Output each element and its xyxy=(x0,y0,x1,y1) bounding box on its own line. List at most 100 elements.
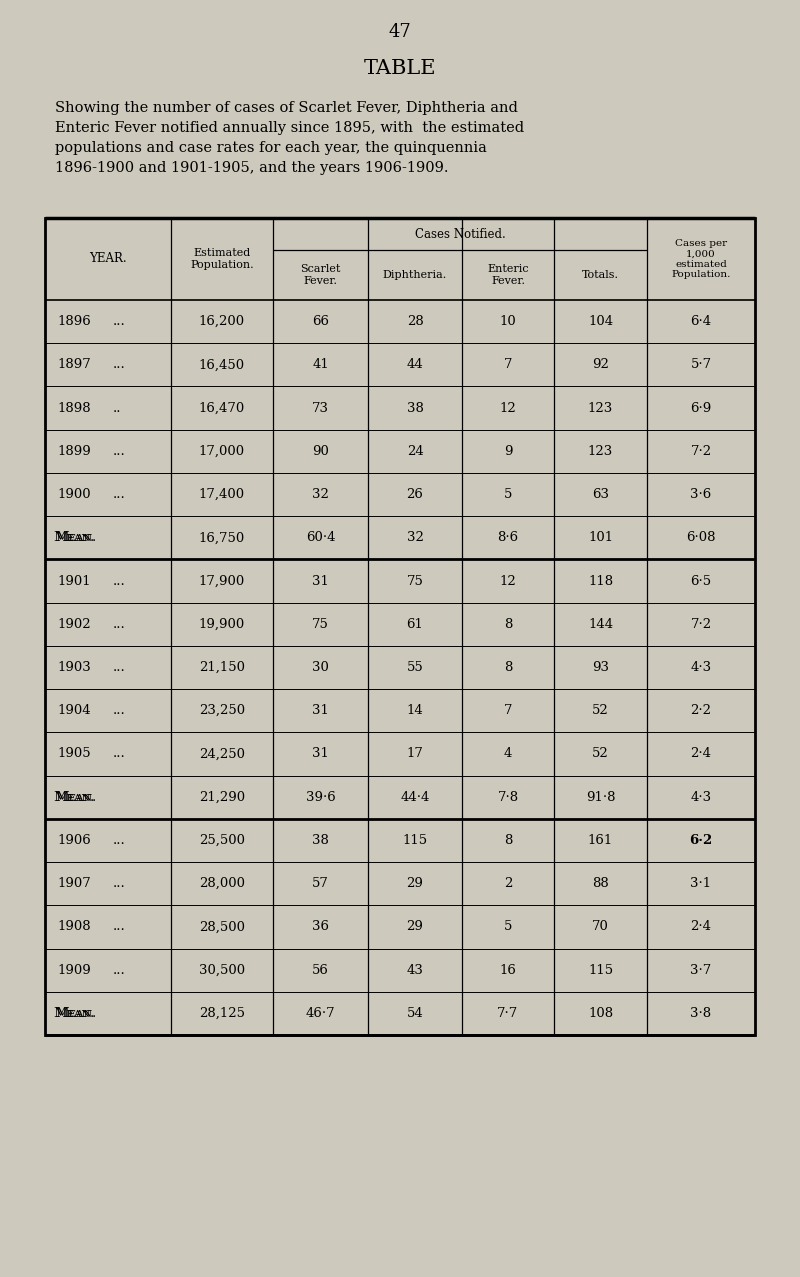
Text: 2·2: 2·2 xyxy=(690,704,711,718)
Text: ...: ... xyxy=(113,877,126,890)
Text: 1898: 1898 xyxy=(57,401,90,415)
Text: 88: 88 xyxy=(592,877,609,890)
Text: 4·3: 4·3 xyxy=(690,790,711,803)
Text: 7·2: 7·2 xyxy=(690,618,711,631)
Text: Totals.: Totals. xyxy=(582,269,619,280)
Text: 31: 31 xyxy=(312,747,329,761)
Text: Estimated
Population.: Estimated Population. xyxy=(190,248,254,269)
Text: ..: .. xyxy=(113,401,122,415)
Text: 17,000: 17,000 xyxy=(199,444,245,458)
Text: 16: 16 xyxy=(499,964,517,977)
Text: 24,250: 24,250 xyxy=(199,747,245,761)
Text: 161: 161 xyxy=(588,834,613,847)
Text: 123: 123 xyxy=(588,444,613,458)
Text: ...: ... xyxy=(113,315,126,328)
Text: 32: 32 xyxy=(406,531,423,544)
Text: 16,200: 16,200 xyxy=(199,315,245,328)
Text: 21,290: 21,290 xyxy=(199,790,245,803)
Text: Cases per
1,000
estimated
Population.: Cases per 1,000 estimated Population. xyxy=(671,239,730,280)
Text: Mᴇᴀɴ.: Mᴇᴀɴ. xyxy=(53,1006,94,1020)
Text: 7: 7 xyxy=(504,704,512,718)
Text: 41: 41 xyxy=(312,359,329,372)
Text: 60·4: 60·4 xyxy=(306,531,335,544)
Text: 8: 8 xyxy=(504,834,512,847)
Text: 44·4: 44·4 xyxy=(400,790,430,803)
Text: 1900: 1900 xyxy=(57,488,90,501)
Text: ...: ... xyxy=(113,618,126,631)
Text: 46·7: 46·7 xyxy=(306,1006,335,1020)
Text: 3·1: 3·1 xyxy=(690,877,711,890)
Text: 5: 5 xyxy=(504,488,512,501)
Text: 12: 12 xyxy=(500,401,516,415)
Text: 1896-1900 and 1901-1905, and the years 1906-1909.: 1896-1900 and 1901-1905, and the years 1… xyxy=(55,161,449,175)
Text: 1904: 1904 xyxy=(57,704,90,718)
Text: 3·8: 3·8 xyxy=(690,1006,711,1020)
Text: 28: 28 xyxy=(406,315,423,328)
Text: 17,400: 17,400 xyxy=(199,488,245,501)
Text: 24: 24 xyxy=(406,444,423,458)
Text: 61: 61 xyxy=(406,618,423,631)
Text: 3·7: 3·7 xyxy=(690,964,712,977)
Text: ...: ... xyxy=(113,444,126,458)
Text: 4: 4 xyxy=(504,747,512,761)
Text: 1897: 1897 xyxy=(57,359,90,372)
Text: 7·7: 7·7 xyxy=(498,1006,518,1020)
Text: 12: 12 xyxy=(500,575,516,587)
Text: 4·3: 4·3 xyxy=(690,661,711,674)
Text: 44: 44 xyxy=(406,359,423,372)
Text: 28,000: 28,000 xyxy=(199,877,245,890)
Text: Scarlet
Fever.: Scarlet Fever. xyxy=(300,264,341,286)
Text: 55: 55 xyxy=(406,661,423,674)
Text: 2·4: 2·4 xyxy=(690,747,711,761)
Text: 30: 30 xyxy=(312,661,329,674)
Text: 17,900: 17,900 xyxy=(199,575,245,587)
Text: 47: 47 xyxy=(389,23,411,41)
Text: 70: 70 xyxy=(592,921,609,933)
Text: 9: 9 xyxy=(504,444,512,458)
Text: 63: 63 xyxy=(592,488,609,501)
Text: 6·4: 6·4 xyxy=(690,315,711,328)
Text: Mᴇᴀɴ.: Mᴇᴀɴ. xyxy=(53,531,94,544)
Text: 52: 52 xyxy=(592,704,609,718)
Text: 29: 29 xyxy=(406,877,423,890)
Text: 31: 31 xyxy=(312,704,329,718)
Text: 91·8: 91·8 xyxy=(586,790,615,803)
Text: 1907: 1907 xyxy=(57,877,90,890)
Text: 6·5: 6·5 xyxy=(690,575,711,587)
Text: ...: ... xyxy=(113,964,126,977)
Text: 73: 73 xyxy=(312,401,329,415)
Text: YEAR.: YEAR. xyxy=(89,253,127,266)
Text: ...: ... xyxy=(113,704,126,718)
Text: 7: 7 xyxy=(504,359,512,372)
Text: 3·6: 3·6 xyxy=(690,488,712,501)
Text: 93: 93 xyxy=(592,661,609,674)
Text: ...: ... xyxy=(113,488,126,501)
Text: populations and case rates for each year, the quinquennia: populations and case rates for each year… xyxy=(55,140,487,155)
Text: 16,470: 16,470 xyxy=(199,401,245,415)
Text: 1903: 1903 xyxy=(57,661,90,674)
Text: 1901: 1901 xyxy=(57,575,90,587)
Text: 2·4: 2·4 xyxy=(690,921,711,933)
Text: 8: 8 xyxy=(504,661,512,674)
Text: 115: 115 xyxy=(588,964,613,977)
Text: 39·6: 39·6 xyxy=(306,790,335,803)
Text: 1902: 1902 xyxy=(57,618,90,631)
Text: 115: 115 xyxy=(402,834,427,847)
Text: 29: 29 xyxy=(406,921,423,933)
Text: Enteric
Fever.: Enteric Fever. xyxy=(487,264,529,286)
Text: 36: 36 xyxy=(312,921,329,933)
Text: 6·08: 6·08 xyxy=(686,531,716,544)
Text: 28,125: 28,125 xyxy=(199,1006,245,1020)
Text: 6·9: 6·9 xyxy=(690,401,712,415)
Text: 7·8: 7·8 xyxy=(498,790,518,803)
Text: 28,500: 28,500 xyxy=(199,921,245,933)
Text: 21,150: 21,150 xyxy=(199,661,245,674)
Text: Mᴇᴀɴ.: Mᴇᴀɴ. xyxy=(53,790,94,803)
Text: 1906: 1906 xyxy=(57,834,90,847)
Text: 19,900: 19,900 xyxy=(199,618,245,631)
Text: Mᴇᴀɴ.: Mᴇᴀɴ. xyxy=(55,790,96,803)
Text: 31: 31 xyxy=(312,575,329,587)
Text: 1908: 1908 xyxy=(57,921,90,933)
Text: 8: 8 xyxy=(504,618,512,631)
Text: 17: 17 xyxy=(406,747,423,761)
